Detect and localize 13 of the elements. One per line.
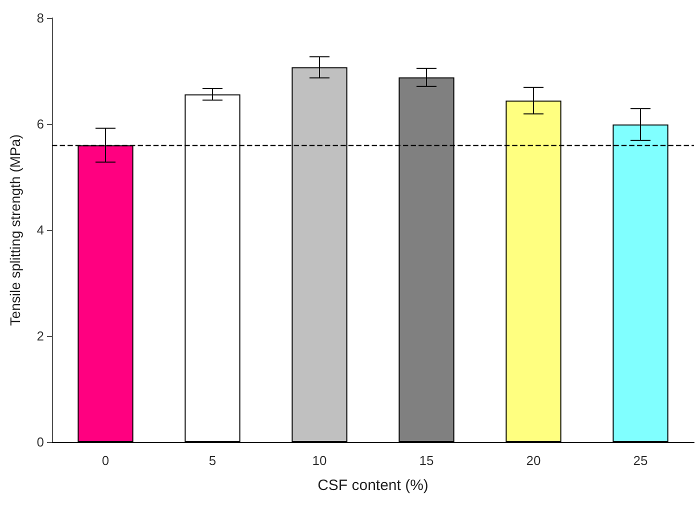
x-tick-label: 10 bbox=[312, 453, 327, 468]
x-tick-label: 15 bbox=[419, 453, 434, 468]
x-tick-label: 5 bbox=[208, 453, 216, 468]
x-tick-label: 25 bbox=[633, 453, 648, 468]
y-axis-title: Tensile splitting strength (MPa) bbox=[7, 134, 23, 326]
x-tick-label: 20 bbox=[526, 453, 541, 468]
y-tick-label: 0 bbox=[36, 434, 44, 450]
y-tick-label: 2 bbox=[36, 328, 44, 344]
x-tick-label: 0 bbox=[102, 453, 110, 468]
y-tick-label: 4 bbox=[36, 222, 44, 238]
y-tick-label: 6 bbox=[36, 116, 44, 132]
y-tick-label: 8 bbox=[36, 10, 44, 26]
x-axis-title: CSF content (%) bbox=[318, 477, 428, 494]
